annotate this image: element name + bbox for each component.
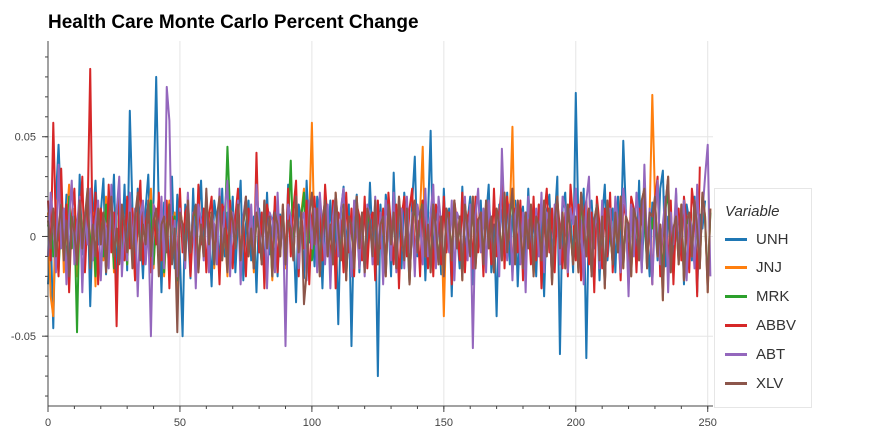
legend-item-jnj[interactable]: JNJ — [725, 258, 782, 278]
x-tick-label: 250 — [699, 417, 717, 429]
series-line-xlv — [47, 175, 712, 334]
x-tick-label: 100 — [303, 417, 321, 429]
legend: Variable UNH JNJ MRK ABBV ABT XLV — [714, 188, 812, 408]
legend-label: ABBV — [756, 316, 797, 334]
legend-label: JNJ — [756, 259, 782, 277]
legend-swatch — [725, 352, 747, 356]
legend-label: UNH — [756, 230, 789, 248]
x-tick-label: 50 — [174, 417, 186, 429]
legend-swatch — [725, 237, 747, 241]
legend-item-unh[interactable]: UNH — [725, 229, 789, 249]
legend-swatch — [725, 295, 747, 299]
legend-swatch — [725, 381, 747, 385]
legend-label: ABT — [756, 345, 786, 363]
legend-label: XLV — [756, 374, 784, 392]
y-tick-label: -0.05 — [11, 331, 36, 343]
legend-item-abt[interactable]: ABT — [725, 344, 785, 364]
axes: 0 50 100 150 200 250 -0.05 0 0.05 — [11, 41, 717, 429]
x-tick-label: 200 — [567, 417, 585, 429]
x-tick-label: 0 — [45, 417, 51, 429]
y-tick-label: 0 — [30, 231, 36, 243]
series-lines — [47, 67, 712, 378]
legend-item-xlv[interactable]: XLV — [725, 373, 783, 393]
legend-item-abbv[interactable]: ABBV — [725, 315, 796, 335]
legend-swatch — [725, 323, 747, 327]
x-tick-label: 150 — [435, 417, 453, 429]
y-tick-label: 0.05 — [15, 132, 36, 144]
legend-item-mrk[interactable]: MRK — [725, 287, 789, 307]
legend-title: Variable — [725, 203, 780, 220]
legend-label: MRK — [756, 288, 790, 306]
chart-title: Health Care Monte Carlo Percent Change — [48, 12, 419, 33]
legend-swatch — [725, 266, 747, 270]
